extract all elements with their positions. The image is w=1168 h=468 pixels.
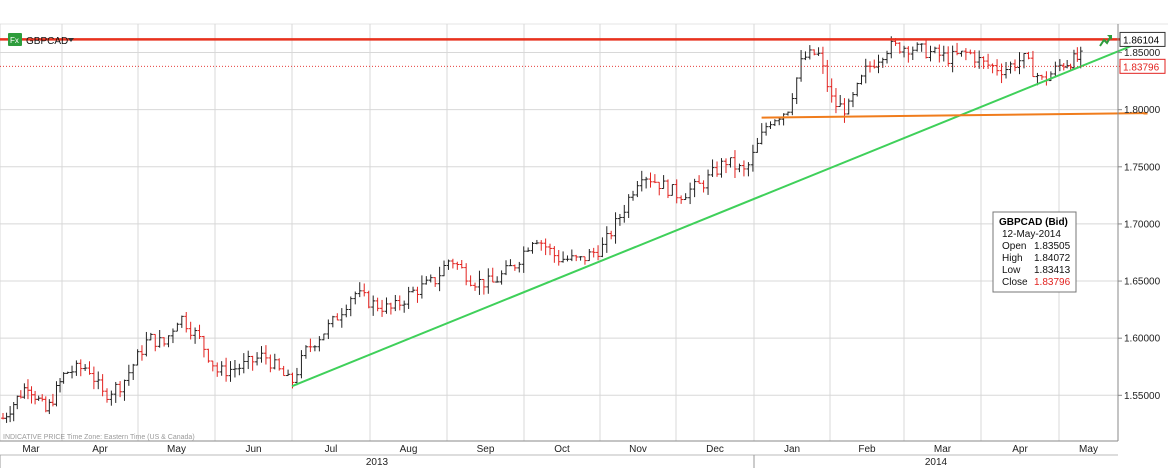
tooltip-close-label: Close [1002, 277, 1028, 288]
price-tag-label: 1.83796 [1123, 62, 1160, 73]
month-label: Nov [629, 444, 647, 455]
y-axis-ticks: 1.55000 1.60000 1.65000 1.70000 1.75000 1.800… [1118, 48, 1161, 402]
tooltip-high-value: 1.84072 [1034, 253, 1071, 264]
tooltip-open-label: Open [1002, 241, 1026, 252]
tooltip-low-label: Low [1002, 265, 1021, 276]
month-label: Dec [706, 444, 724, 455]
ohlc-tooltip: GBPCAD (Bid) 12-May-2014 Open 1.83505 Hi… [992, 211, 1077, 293]
tooltip-low-value: 1.83413 [1034, 265, 1071, 276]
y-tick-label: 1.55000 [1124, 391, 1161, 402]
y-tick-label: 1.80000 [1124, 105, 1161, 116]
tooltip-high-label: High [1002, 253, 1023, 264]
price-tag-label: 1.86104 [1123, 35, 1160, 46]
month-label: May [1079, 444, 1098, 455]
year-label: 2014 [925, 457, 948, 468]
y-tick-label: 1.75000 [1124, 162, 1161, 173]
month-label: Jun [245, 444, 261, 455]
support-line [761, 112, 1148, 119]
trend-line [291, 38, 1148, 388]
plot-area[interactable] [0, 24, 1118, 441]
fx-badge-label: Fx [10, 36, 19, 45]
tooltip-box [992, 211, 1077, 293]
month-label: Apr [92, 444, 108, 455]
horizontal-gridlines [0, 52, 1118, 396]
tooltip-date: 12-May-2014 [1002, 229, 1061, 240]
symbol-selector[interactable]: Fx GBPCAD [8, 33, 74, 47]
y-tick-label: 1.65000 [1124, 277, 1161, 288]
month-label: May [167, 444, 186, 455]
ohlc-bars [1, 36, 1083, 423]
month-label: Aug [400, 444, 418, 455]
vertical-gridlines [0, 24, 1060, 455]
fx-badge-icon [8, 33, 22, 46]
month-label: Mar [22, 444, 40, 455]
tooltip-open-value: 1.83505 [1034, 241, 1071, 252]
month-label: Jul [325, 444, 338, 455]
month-label: Jan [784, 444, 800, 455]
month-label: Mar [934, 444, 952, 455]
month-label: Feb [858, 444, 876, 455]
month-label: Oct [554, 444, 570, 455]
tooltip-title: GBPCAD (Bid) [999, 217, 1068, 228]
y-tick-label: 1.85000 [1124, 48, 1161, 59]
trend-arrow-icon[interactable] [1099, 35, 1112, 47]
caret-down-icon[interactable] [68, 38, 74, 42]
month-label: Apr [1012, 444, 1028, 455]
y-tick-label: 1.60000 [1124, 334, 1161, 345]
price-tag-box [1119, 58, 1166, 74]
price-tags: 1.86104 1.83796 [1119, 31, 1166, 74]
year-label: 2013 [366, 457, 389, 468]
footer-text: INDICATIVE PRICE Time Zone: Eastern Time… [3, 434, 195, 441]
drawn-lines [0, 38, 1148, 388]
price-tag-box [1119, 31, 1166, 47]
tooltip-close-value: 1.83796 [1034, 277, 1071, 288]
symbol-label[interactable]: GBPCAD [26, 36, 68, 47]
x-axis-year-labels: 2013 2014 [0, 455, 948, 468]
month-label: Sep [477, 444, 495, 455]
y-tick-label: 1.70000 [1124, 219, 1161, 230]
x-axis-month-labels: Mar Apr May Jun Jul Aug Sep Oct Nov Dec Jan Feb Mar A… [22, 444, 1098, 455]
